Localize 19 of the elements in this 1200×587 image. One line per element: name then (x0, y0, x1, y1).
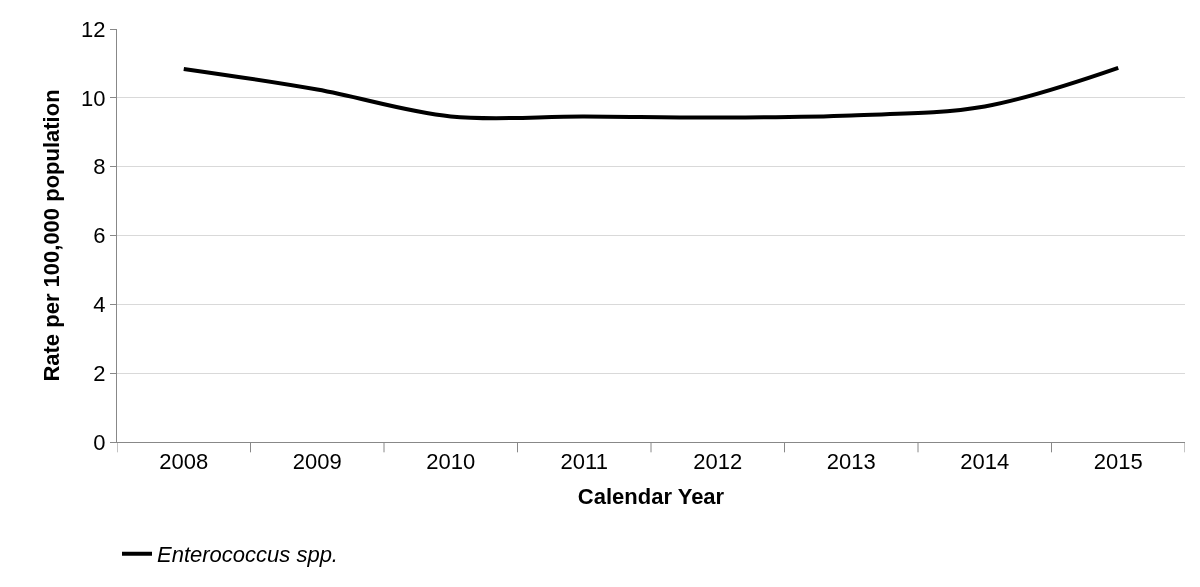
x-tick-label: 2012 (693, 449, 743, 475)
x-tick-label: 2014 (960, 449, 1010, 475)
x-tick-label: 2011 (560, 449, 608, 475)
x-tick-label: 2010 (426, 449, 476, 475)
y-tick-label: 2 (93, 360, 106, 386)
y-axis-title: Rate per 100,000 population (38, 89, 64, 382)
x-tick-label: 2013 (826, 449, 876, 475)
y-tick-label: 6 (93, 223, 106, 249)
y-tick-label: 0 (93, 429, 106, 455)
x-tick-label: 2015 (1093, 449, 1143, 475)
y-tick-label: 12 (81, 16, 106, 42)
y-tick-label: 10 (81, 85, 106, 111)
x-tick-label: 2008 (159, 449, 209, 475)
legend-label: Enterococcus spp. (157, 542, 338, 568)
x-tick-label: 2009 (292, 449, 342, 475)
y-tick-label: 8 (93, 154, 106, 180)
line-series (181, 65, 1121, 121)
x-axis-title: Calendar Year (577, 484, 725, 510)
y-tick-label: 4 (93, 292, 106, 318)
